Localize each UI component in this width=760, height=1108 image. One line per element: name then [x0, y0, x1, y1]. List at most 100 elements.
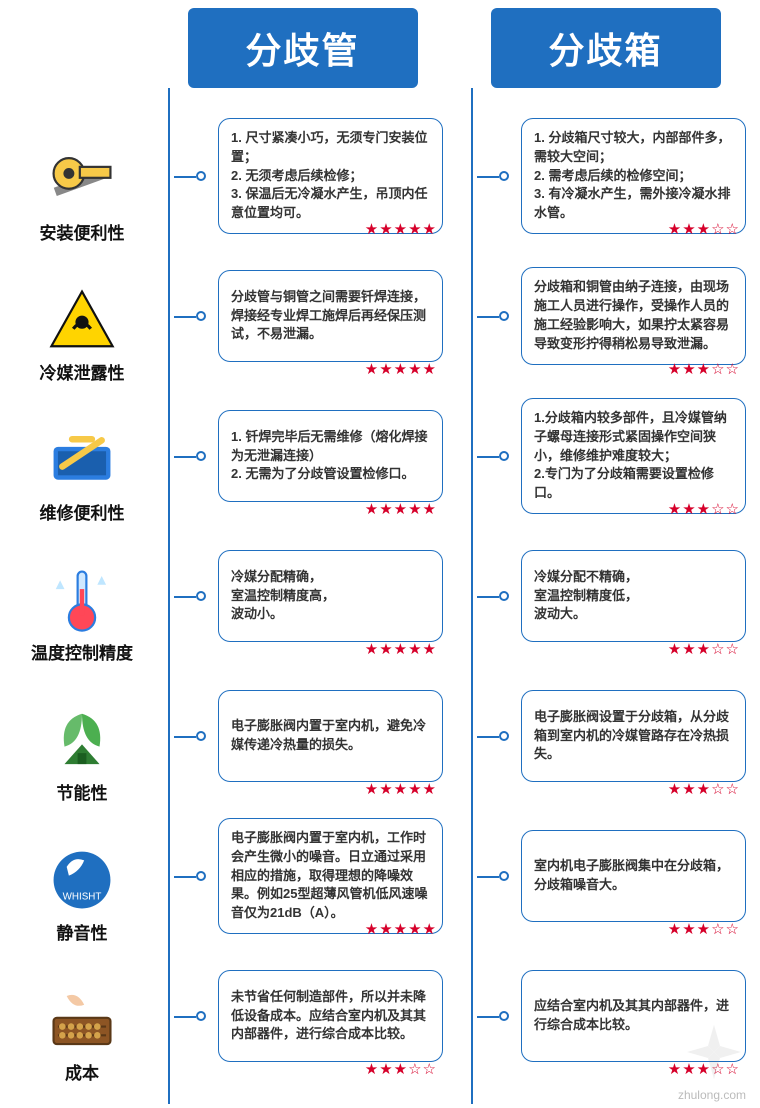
- rating-stars: ★★★★★: [365, 220, 437, 238]
- info-card: 冷媒分配精确， 室温控制精度高， 波动小。: [218, 550, 443, 642]
- watermark-text: zhulong.com: [678, 1088, 746, 1102]
- branch-node: [499, 591, 509, 601]
- branch-node: [499, 871, 509, 881]
- card-row-right: 室内机电子膨胀阀集中在分歧箱，分歧箱噪音大。 ★★★☆☆: [465, 806, 746, 946]
- card-row-right: 冷媒分配不精确， 室温控制精度低， 波动大。 ★★★☆☆: [465, 526, 746, 666]
- branch-line: [174, 736, 196, 738]
- category-label: 维修便利性: [40, 499, 125, 524]
- card-text: 1. 钎焊完毕后无需维修（熔化焊接为无泄漏连接） 2. 无需为了分歧管设置检修口…: [231, 428, 430, 485]
- branch-node: [196, 871, 206, 881]
- card-row-left: 电子膨胀阀内置于室内机，工作时会产生微小的噪音。日立通过采用相应的措施，取得理想…: [162, 806, 443, 946]
- branch-line: [174, 596, 196, 598]
- category-label: 安装便利性: [40, 219, 125, 244]
- category-label: 温度控制精度: [31, 639, 133, 664]
- info-card: 1. 分歧箱尺寸较大，内部部件多，需较大空间； 2. 需考虑后续的检修空间； 3…: [521, 118, 746, 234]
- info-card: 未节省任何制造部件，所以并未降低设备成本。应结合室内机及其其内部器件，进行综合成…: [218, 970, 443, 1062]
- card-text: 1. 尺寸紧凑小巧，无须专门安装位置； 2. 无须考虑后续检修； 3. 保温后无…: [231, 129, 430, 223]
- card-row-right: 电子膨胀阀设置于分歧箱，从分歧箱到室内机的冷媒管路存在冷热损失。 ★★★☆☆: [465, 666, 746, 806]
- category-abacus: 成本: [8, 964, 156, 1104]
- category-toolbox: 维修便利性: [8, 404, 156, 544]
- toolbox-icon: [47, 425, 117, 495]
- info-card: 室内机电子膨胀阀集中在分歧箱，分歧箱噪音大。: [521, 830, 746, 922]
- category-eco: 节能性: [8, 684, 156, 824]
- branch-node: [499, 171, 509, 181]
- card-text: 电子膨胀阀内置于室内机，工作时会产生微小的噪音。日立通过采用相应的措施，取得理想…: [231, 829, 430, 923]
- card-row-right: 分歧箱和铜管由纳子连接，由现场施工人员进行操作，受操作人员的施工经验影响大，如果…: [465, 246, 746, 386]
- info-card: 电子膨胀阀设置于分歧箱，从分歧箱到室内机的冷媒管路存在冷热损失。: [521, 690, 746, 782]
- watermark-flower-icon: [684, 1022, 744, 1082]
- branch-line: [477, 316, 499, 318]
- rating-stars: ★★★★★: [365, 780, 437, 798]
- card-text: 1.分歧箱内较多部件，且冷媒管纳子螺母连接形式紧固操作空间狭小，维修维护难度较大…: [534, 409, 733, 503]
- branch-line: [174, 456, 196, 458]
- branch-line: [477, 456, 499, 458]
- eco-icon: [47, 705, 117, 775]
- branch-line: [477, 736, 499, 738]
- info-card: 电子膨胀阀内置于室内机，避免冷媒传递冷热量的损失。: [218, 690, 443, 782]
- column-right-header: 分歧箱: [491, 8, 721, 88]
- card-text: 室内机电子膨胀阀集中在分歧箱，分歧箱噪音大。: [534, 857, 733, 895]
- category-label: 静音性: [57, 919, 108, 944]
- category-warning: 冷媒泄露性: [8, 264, 156, 404]
- category-thermometer: 温度控制精度: [8, 544, 156, 684]
- branch-node: [499, 1011, 509, 1021]
- card-text: 分歧管与铜管之间需要钎焊连接，焊接经专业焊工施焊后再经保压测试，不易泄漏。: [231, 288, 430, 345]
- card-row-left: 冷媒分配精确， 室温控制精度高， 波动小。 ★★★★★: [162, 526, 443, 666]
- branch-line: [174, 316, 196, 318]
- category-label: 冷媒泄露性: [40, 359, 125, 384]
- category-sidebar: 安装便利性 冷媒泄露性 维修便利性 温度控制精度 节能性 WHISHT 静音性 …: [8, 8, 156, 1104]
- rating-stars: ★★★☆☆: [668, 500, 740, 518]
- card-row-left: 电子膨胀阀内置于室内机，避免冷媒传递冷热量的损失。 ★★★★★: [162, 666, 443, 806]
- branch-node: [499, 451, 509, 461]
- branch-line: [477, 1016, 499, 1018]
- main-container: 安装便利性 冷媒泄露性 维修便利性 温度控制精度 节能性 WHISHT 静音性 …: [0, 0, 760, 1104]
- rating-stars: ★★★☆☆: [668, 640, 740, 658]
- info-card: 分歧管与铜管之间需要钎焊连接，焊接经专业焊工施焊后再经保压测试，不易泄漏。: [218, 270, 443, 362]
- info-card: 1. 尺寸紧凑小巧，无须专门安装位置； 2. 无须考虑后续检修； 3. 保温后无…: [218, 118, 443, 234]
- rating-stars: ★★★★★: [365, 640, 437, 658]
- branch-node: [499, 731, 509, 741]
- card-row-right: 1. 分歧箱尺寸较大，内部部件多，需较大空间； 2. 需考虑后续的检修空间； 3…: [465, 106, 746, 246]
- card-text: 未节省任何制造部件，所以并未降低设备成本。应结合室内机及其其内部器件，进行综合成…: [231, 988, 430, 1045]
- rows-right: 1. 分歧箱尺寸较大，内部部件多，需较大空间； 2. 需考虑后续的检修空间； 3…: [465, 106, 746, 1086]
- branch-node: [196, 451, 206, 461]
- card-text: 冷媒分配不精确， 室温控制精度低， 波动大。: [534, 568, 638, 625]
- card-text: 1. 分歧箱尺寸较大，内部部件多，需较大空间； 2. 需考虑后续的检修空间； 3…: [534, 129, 733, 223]
- category-tape: 安装便利性: [8, 124, 156, 264]
- card-text: 电子膨胀阀设置于分歧箱，从分歧箱到室内机的冷媒管路存在冷热损失。: [534, 708, 733, 765]
- rating-stars: ★★★☆☆: [668, 780, 740, 798]
- card-text: 电子膨胀阀内置于室内机，避免冷媒传递冷热量的损失。: [231, 717, 430, 755]
- rating-stars: ★★★★★: [365, 500, 437, 518]
- tape-icon: [47, 145, 117, 215]
- branch-line: [174, 176, 196, 178]
- card-row-left: 1. 尺寸紧凑小巧，无须专门安装位置； 2. 无须考虑后续检修； 3. 保温后无…: [162, 106, 443, 246]
- card-row-left: 未节省任何制造部件，所以并未降低设备成本。应结合室内机及其其内部器件，进行综合成…: [162, 946, 443, 1086]
- svg-text:WHISHT: WHISHT: [63, 891, 102, 902]
- quiet-icon: WHISHT: [47, 845, 117, 915]
- rating-stars: ★★★☆☆: [668, 220, 740, 238]
- branch-line: [174, 876, 196, 878]
- category-quiet: WHISHT 静音性: [8, 824, 156, 964]
- column-left: 分歧管 1. 尺寸紧凑小巧，无须专门安装位置； 2. 无须考虑后续检修； 3. …: [156, 8, 449, 1104]
- thermometer-icon: [47, 565, 117, 635]
- info-card: 1.分歧箱内较多部件，且冷媒管纳子螺母连接形式紧固操作空间狭小，维修维护难度较大…: [521, 398, 746, 514]
- rating-stars: ★★★★★: [365, 920, 437, 938]
- branch-line: [477, 876, 499, 878]
- category-label: 节能性: [57, 779, 108, 804]
- category-label: 成本: [65, 1059, 99, 1084]
- rating-stars: ★★★★★: [365, 360, 437, 378]
- rating-stars: ★★★☆☆: [668, 920, 740, 938]
- branch-node: [196, 171, 206, 181]
- branch-node: [196, 1011, 206, 1021]
- columns-wrap: 分歧管 1. 尺寸紧凑小巧，无须专门安装位置； 2. 无须考虑后续检修； 3. …: [156, 8, 752, 1104]
- card-text: 冷媒分配精确， 室温控制精度高， 波动小。: [231, 568, 335, 625]
- card-row-left: 分歧管与铜管之间需要钎焊连接，焊接经专业焊工施焊后再经保压测试，不易泄漏。 ★★…: [162, 246, 443, 386]
- card-row-left: 1. 钎焊完毕后无需维修（熔化焊接为无泄漏连接） 2. 无需为了分歧管设置检修口…: [162, 386, 443, 526]
- rating-stars: ★★★☆☆: [365, 1060, 437, 1078]
- card-row-right: 1.分歧箱内较多部件，且冷媒管纳子螺母连接形式紧固操作空间狭小，维修维护难度较大…: [465, 386, 746, 526]
- rating-stars: ★★★☆☆: [668, 360, 740, 378]
- column-right: 分歧箱 1. 分歧箱尺寸较大，内部部件多，需较大空间； 2. 需考虑后续的检修空…: [459, 8, 752, 1104]
- branch-line: [477, 176, 499, 178]
- branch-node: [196, 731, 206, 741]
- branch-line: [477, 596, 499, 598]
